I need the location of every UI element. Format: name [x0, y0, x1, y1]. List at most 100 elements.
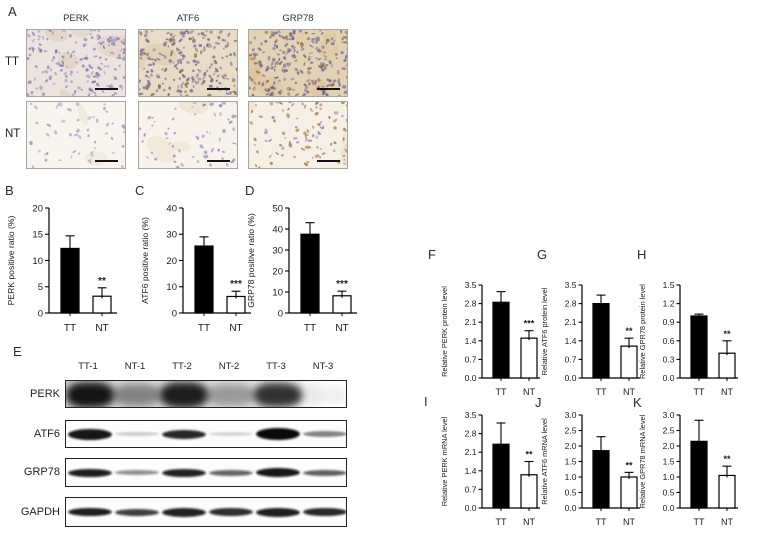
- panel-label-C: C: [135, 183, 145, 198]
- y-tick-label: 0: [172, 308, 177, 319]
- panel-D-chart: 0 10 20 30 40 50 TT NT *** GRP78 positive ratio (…: [243, 190, 368, 345]
- panel-label-E: E: [13, 344, 22, 359]
- y-axis-title: Relative PERK protein level: [440, 286, 449, 377]
- y-tick-label: 1.5: [663, 280, 675, 290]
- blot-label-atf6: ATF6: [33, 428, 60, 440]
- blot-band: [114, 432, 159, 436]
- ihc-image-tt-grp78: [248, 29, 348, 97]
- y-tick-label: 10: [166, 282, 177, 293]
- blot-label-perk: PERK: [30, 388, 60, 400]
- y-tick-label: 1.0: [663, 472, 675, 482]
- blot-label-grp78: GRP78: [23, 466, 60, 478]
- panel-K-chart: 0.0 0.5 1.0 1.5 2.0 2.5 3.0 TT NT ** Relative GPR7…: [636, 395, 746, 540]
- y-tick-label: 5: [38, 282, 43, 293]
- x-category-label: NT: [721, 517, 733, 527]
- ihc-image-tt-atf6: [138, 29, 238, 97]
- y-axis-title: PERK positive ratio (%): [6, 215, 16, 305]
- x-category-label: TT: [596, 387, 607, 397]
- x-category-label: TT: [198, 323, 210, 334]
- ihc-tissue-svg: [139, 30, 237, 96]
- bar-chart-svg: 0.0 0.5 1.0 1.5 2.0 2.5 3.0 TT NT ** Relative ATF6…: [540, 410, 640, 527]
- y-tick-label: 2.8: [465, 429, 477, 439]
- lane-label-tt1: TT-1: [78, 361, 98, 372]
- blot-band: [114, 470, 159, 475]
- x-category-label: TT: [64, 323, 76, 334]
- bar-chart-svg: 0 5 10 15 20 TT NT ** PERK positive ratio (%): [6, 203, 117, 334]
- y-tick-label: 0.0: [663, 373, 675, 383]
- panel-label-A: A: [8, 4, 17, 19]
- y-tick-label: 0.0: [465, 503, 477, 513]
- y-axis-title: Relative ATF6 protein level: [540, 287, 549, 375]
- panel-B-chart: 0 5 10 15 20 TT NT ** PERK positive ratio (%): [3, 190, 128, 345]
- bar-chart-svg: 0 10 20 30 40 50 TT NT *** GRP78 positive ratio (…: [246, 203, 357, 334]
- bar-chart-svg: 0.0 0.5 1.0 1.5 2.0 2.5 3.0 TT NT ** Relative GPR7…: [638, 410, 738, 527]
- panel-label-D: D: [245, 183, 255, 198]
- significance-stars: **: [625, 326, 633, 336]
- blot-band: [300, 386, 346, 404]
- y-tick-label: 1.2: [663, 299, 675, 309]
- significance-stars: ***: [524, 319, 535, 329]
- y-tick-label: 0.3: [663, 354, 675, 364]
- panel-label-G: G: [537, 247, 548, 262]
- blot-band: [302, 469, 346, 476]
- ihc-tissue-svg: [27, 30, 125, 96]
- bar-nt: [718, 474, 736, 509]
- blot-band: [161, 507, 206, 517]
- bar-nt: [92, 295, 112, 314]
- bar-tt: [690, 315, 708, 379]
- y-tick-label: 20: [272, 266, 283, 277]
- ihc-tissue-svg: [139, 102, 237, 168]
- blot-row-gapdh: GAPDH: [0, 497, 360, 527]
- x-category-label: TT: [694, 387, 705, 397]
- blot-band: [161, 429, 206, 439]
- bar-nt: [332, 295, 352, 314]
- significance-stars: **: [98, 276, 106, 287]
- y-tick-label: 0.9: [663, 317, 675, 327]
- y-tick-label: 1.4: [465, 466, 477, 476]
- x-category-label: NT: [721, 387, 733, 397]
- blot-band: [208, 469, 253, 476]
- significance-stars: ***: [230, 279, 242, 290]
- y-tick-label: 3.5: [465, 410, 477, 420]
- panel-F-chart: 0.0 0.7 1.4 2.1 2.8 3.5 TT NT *** Relative PERK p…: [438, 265, 548, 410]
- y-tick-label: 0.0: [465, 373, 477, 383]
- bar-nt: [620, 476, 638, 509]
- y-tick-label: 30: [166, 230, 177, 241]
- blot-band: [67, 468, 112, 477]
- bar-tt: [592, 302, 610, 379]
- y-tick-label: 0: [278, 308, 283, 319]
- lane-label-tt2: TT-2: [172, 361, 192, 372]
- y-axis-title: Relative GPR78 mRNA level: [638, 414, 647, 508]
- ihc-image-tt-perk: [26, 29, 126, 97]
- panel-label-F: F: [428, 247, 436, 262]
- y-tick-label: 2.1: [465, 447, 477, 457]
- blot-band: [208, 508, 253, 516]
- blot-band: [206, 384, 255, 406]
- scale-bar: [95, 88, 118, 90]
- y-tick-label: 0.7: [465, 484, 477, 494]
- blot-band: [208, 432, 253, 436]
- y-tick-label: 2.1: [465, 317, 477, 327]
- x-category-label: NT: [335, 323, 348, 334]
- x-category-label: TT: [496, 387, 507, 397]
- y-tick-label: 15: [32, 230, 43, 241]
- blot-band: [255, 507, 300, 517]
- y-tick-label: 2.0: [565, 441, 577, 451]
- column-header-grp78: GRP78: [282, 13, 314, 24]
- y-axis-title: Relative ATF6 mRNA level: [540, 418, 549, 505]
- bar-tt: [592, 450, 610, 509]
- panel-label-H: H: [637, 247, 647, 262]
- y-tick-label: 20: [166, 256, 177, 267]
- y-axis-title: ATF6 positive ratio (%): [140, 217, 150, 304]
- y-tick-label: 1.5: [663, 456, 675, 466]
- blot-row-perk: PERK: [0, 380, 360, 408]
- y-tick-label: 0.0: [663, 503, 675, 513]
- bar-tt: [300, 233, 320, 314]
- y-tick-label: 1.0: [565, 472, 577, 482]
- y-tick-label: 3.0: [663, 410, 675, 420]
- x-category-label: TT: [496, 517, 507, 527]
- y-tick-label: 3.5: [465, 280, 477, 290]
- y-tick-label: 2.8: [465, 299, 477, 309]
- column-header-atf6: ATF6: [176, 13, 200, 24]
